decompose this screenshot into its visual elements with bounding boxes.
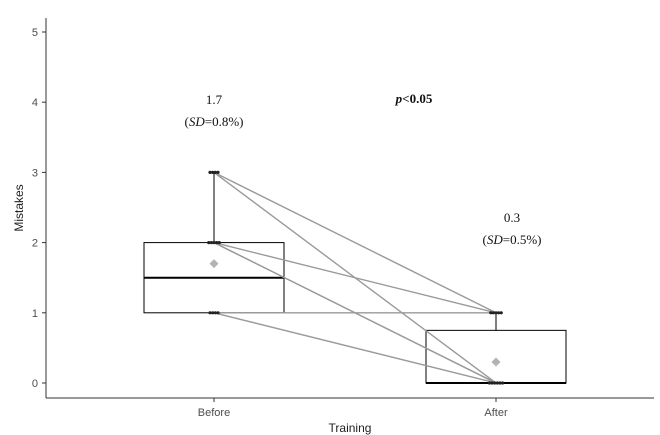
y-tick-label: 3 bbox=[32, 167, 38, 179]
observation-point bbox=[209, 241, 213, 245]
observation-point bbox=[489, 311, 493, 315]
x-tick-label: After bbox=[484, 407, 508, 419]
pair-line bbox=[213, 241, 497, 314]
observation-point bbox=[215, 241, 219, 245]
pair-line bbox=[213, 171, 497, 314]
observation-point bbox=[216, 170, 220, 174]
y-tick-label: 2 bbox=[32, 238, 38, 250]
y-tick-label: 0 bbox=[32, 378, 38, 390]
mean-marker bbox=[491, 357, 501, 367]
axes bbox=[45, 18, 654, 399]
observation-point bbox=[216, 311, 220, 315]
observation-point bbox=[487, 381, 492, 385]
y-axis-title: Mistakes bbox=[12, 184, 26, 231]
mean-annotation: 1.7 bbox=[206, 92, 223, 107]
observation-point bbox=[208, 311, 212, 315]
observation-point bbox=[499, 311, 503, 315]
paired-lines bbox=[213, 171, 497, 384]
y-axis-ticks: 0 1 2 3 4 5 bbox=[32, 27, 46, 390]
observation-point bbox=[500, 381, 505, 385]
significance-label: p<0.05 bbox=[395, 91, 433, 106]
observation-point bbox=[497, 311, 501, 315]
observation-point bbox=[213, 311, 217, 315]
observation-point bbox=[212, 241, 216, 245]
sd-annotation: (SD=0.5%) bbox=[483, 232, 542, 247]
sd-annotation: (SD=0.8%) bbox=[185, 114, 244, 129]
x-axis-ticks: Before After bbox=[198, 398, 508, 419]
observation-point bbox=[493, 381, 497, 385]
mean-annotation: 0.3 bbox=[504, 210, 520, 225]
observation-point bbox=[211, 311, 215, 315]
annotations: 1.7 (SD=0.8%) 0.3 (SD=0.5%) bbox=[185, 92, 542, 247]
y-tick-label: 1 bbox=[32, 308, 38, 320]
observation-point bbox=[498, 381, 502, 385]
x-tick-label: Before bbox=[198, 407, 230, 419]
observation-point bbox=[490, 381, 494, 385]
observation-point bbox=[495, 381, 499, 385]
observation-point bbox=[217, 241, 221, 245]
mean-marker bbox=[209, 259, 219, 269]
mean-markers bbox=[209, 259, 501, 367]
observation-point bbox=[491, 311, 495, 315]
observation-point bbox=[207, 241, 211, 245]
observation-point bbox=[213, 170, 217, 174]
box-iqr bbox=[425, 329, 567, 384]
y-tick-label: 4 bbox=[32, 97, 38, 109]
y-tick-label: 5 bbox=[32, 27, 38, 39]
observation-point bbox=[208, 170, 212, 174]
observation-point bbox=[494, 311, 498, 315]
observation-point bbox=[211, 170, 215, 174]
pair-line bbox=[213, 312, 497, 384]
x-axis-title: Training bbox=[329, 421, 372, 435]
observation-points bbox=[207, 170, 505, 385]
